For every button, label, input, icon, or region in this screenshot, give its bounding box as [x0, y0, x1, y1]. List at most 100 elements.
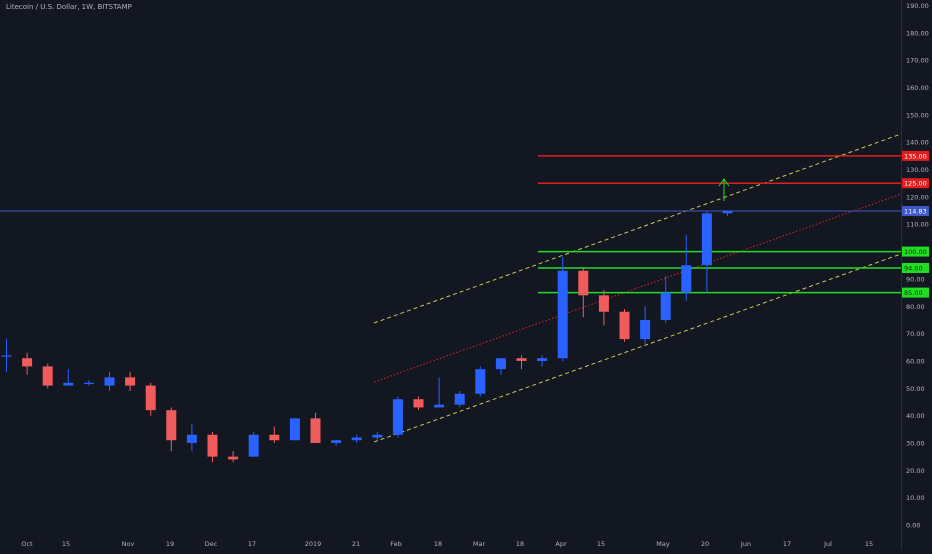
candle-body — [125, 377, 136, 386]
x-tick-label: Jul — [823, 540, 832, 548]
y-tick-label: 190.00 — [906, 2, 929, 10]
candle-body — [289, 418, 300, 441]
title-separator-2: , — [93, 3, 98, 11]
y-tick-label: 90.00 — [906, 275, 925, 283]
channel-lower-line — [373, 253, 902, 443]
exchange-label: BITSTAMP — [97, 3, 132, 11]
candle-body — [104, 377, 115, 386]
candle-body — [331, 440, 342, 443]
drawings-layer — [0, 133, 902, 443]
x-tick-label: 2019 — [305, 540, 322, 548]
candle-body — [63, 382, 74, 386]
candle-body — [83, 382, 94, 385]
candle-body — [722, 210, 733, 214]
title-separator-1: , — [77, 3, 82, 11]
candle-body — [228, 456, 239, 460]
x-tick-label: 21 — [352, 540, 360, 548]
x-tick-label: Jun — [740, 540, 751, 548]
arrow-head — [718, 178, 730, 187]
x-tick-label: 20 — [701, 540, 709, 548]
time-axis[interactable]: Oct 15 Nov 19 Dec 17 2019 21 Feb 18 Mar 18 Apr 15 May 2… — [21, 540, 873, 548]
y-tick-label: 80.00 — [906, 303, 925, 311]
candle-body — [495, 358, 506, 370]
candle-body — [681, 265, 692, 293]
level-label-resistance: 135.00 — [904, 152, 927, 160]
x-tick-label: 17 — [783, 540, 791, 548]
x-tick-label: 15 — [597, 540, 605, 548]
x-tick-label: Nov — [122, 540, 135, 548]
candle-body — [516, 358, 527, 361]
candle-body — [557, 270, 568, 359]
channel-mid-line — [373, 193, 902, 383]
candle-body — [22, 358, 33, 367]
candle-body — [413, 399, 424, 408]
y-tick-label: 130.00 — [906, 166, 929, 174]
level-label-bg — [902, 178, 929, 189]
candle-body — [269, 434, 280, 441]
y-tick-label: 70.00 — [906, 330, 925, 338]
y-tick-label: 20.00 — [906, 467, 925, 475]
current-price-label: 114.83 — [904, 208, 927, 216]
candle-body — [660, 292, 671, 320]
y-tick-label: 120.00 — [906, 193, 929, 201]
candle-body — [166, 410, 177, 441]
candle-body — [475, 369, 486, 394]
chart-title: Litecoin / U.S. Dollar, 1W, BITSTAMP — [6, 3, 132, 11]
candle-body — [248, 434, 259, 457]
level-label-support: 94.00 — [904, 264, 923, 272]
y-tick-label: 0.00 — [906, 522, 920, 530]
y-tick-label: 180.00 — [906, 29, 929, 37]
channel-upper-line — [373, 133, 902, 324]
x-tick-label: 17 — [248, 540, 256, 548]
x-tick-label: Mar — [473, 540, 486, 548]
candles-layer — [1, 210, 733, 463]
x-tick-label: Apr — [555, 540, 567, 548]
candle-body — [186, 434, 197, 443]
y-tick-label: 40.00 — [906, 412, 925, 420]
y-tick-label: 50.00 — [906, 385, 925, 393]
x-tick-label: Feb — [390, 540, 402, 548]
candle-body — [372, 434, 383, 438]
level-label-bg — [902, 287, 929, 298]
level-label-bg — [902, 246, 929, 257]
candle-body — [434, 404, 445, 408]
current-price-label-bg — [902, 206, 929, 217]
x-tick-label: 19 — [166, 540, 174, 548]
x-tick-label: 15 — [62, 540, 70, 548]
level-label-bg — [902, 262, 929, 273]
y-tick-label: 160.00 — [906, 84, 929, 92]
candle-body — [454, 393, 465, 405]
level-label-support: 85.00 — [904, 289, 923, 297]
candle-body — [640, 319, 651, 340]
x-tick-label: Dec — [205, 540, 218, 548]
level-labels-layer: 135.00 125.00 100.00 94.00 85.00 114.83 — [902, 150, 929, 298]
candle-body — [701, 213, 712, 266]
y-tick-label: 10.00 — [906, 494, 925, 502]
y-tick-label: 140.00 — [906, 139, 929, 147]
x-tick-label: Oct — [21, 540, 33, 548]
candle-body — [351, 437, 362, 441]
candle-body — [42, 366, 53, 386]
candle-body — [598, 295, 609, 312]
x-tick-label: May — [656, 540, 670, 548]
y-tick-label: 60.00 — [906, 357, 925, 365]
candle-body — [392, 399, 403, 435]
level-label-resistance: 125.00 — [904, 180, 927, 188]
symbol-name: Litecoin / U.S. Dollar — [6, 3, 78, 11]
x-tick-label: 18 — [516, 540, 524, 548]
y-tick-label: 30.00 — [906, 439, 925, 447]
candle-body — [1, 355, 12, 357]
y-tick-label: 170.00 — [906, 57, 929, 65]
level-label-bg — [902, 150, 929, 161]
x-tick-label: 18 — [434, 540, 442, 548]
candle-body — [578, 270, 589, 296]
level-label-support: 100.00 — [904, 248, 927, 256]
y-tick-label: 150.00 — [906, 111, 929, 119]
candle-body — [619, 311, 630, 340]
interval-label: 1W — [81, 3, 94, 11]
candle-body — [207, 434, 218, 457]
y-tick-label: 110.00 — [906, 221, 929, 229]
